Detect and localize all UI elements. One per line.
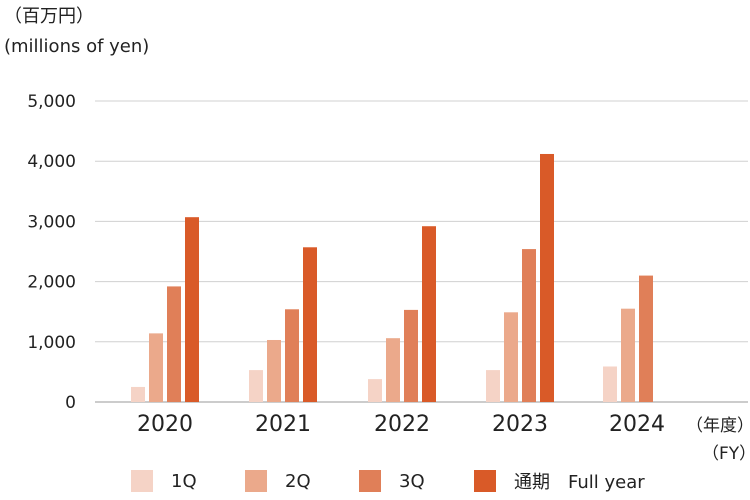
legend-label: 3Q [399,470,425,492]
legend-swatch [131,470,153,492]
y-tick-label: 0 [65,393,76,413]
legend-swatch [359,470,381,492]
x-tick-label: 2021 [255,412,311,437]
bar-2023-full-year [540,153,554,402]
bar-2024-1q [603,366,617,402]
bar-2022-3q [404,309,418,402]
legend-label: 通期 Full year [514,472,645,493]
bar-2020-3q [167,286,181,402]
x-tick-label: 2024 [609,412,665,437]
legend-label: 1Q [171,470,197,492]
bar-2023-3q [522,249,536,402]
bar-2021-2q [267,339,281,402]
bars [131,153,653,402]
bar-2022-full-year [422,226,436,402]
y-tick-label: 3,000 [27,212,76,232]
x-tick-label: 2023 [492,412,548,437]
unit-label-jp: （百万円） [4,6,94,27]
legend-item: 1Q [131,466,197,496]
y-axis-ticks: 0 1,000 2,000 3,000 4,000 5,000 [27,92,76,413]
legend-swatch [474,470,496,492]
bar-2022-1q [368,379,382,402]
bar-2020-full-year [185,217,199,402]
y-tick-label: 5,000 [27,92,76,112]
bar-2021-1q [249,370,263,402]
chart-legend: 1Q 2Q 3Q 通期 Full year [0,466,750,496]
x-tick-label: 2020 [137,412,193,437]
bar-2020-2q [149,333,163,402]
x-unit-jp: （年度） [686,416,750,436]
bar-2023-2q [504,312,518,402]
unit-label-en: (millions of yen) [4,36,150,57]
x-unit-en: （FY） [702,444,750,464]
bar-2021-full-year [303,247,317,402]
legend-item: 2Q [245,466,311,496]
bar-2024-2q [621,308,635,402]
y-tick-label: 4,000 [27,152,76,172]
legend-item: 3Q [359,466,425,496]
y-tick-label: 1,000 [27,333,76,353]
bar-2020-1q [131,386,145,402]
legend-swatch [245,470,267,492]
bar-2021-3q [285,309,299,402]
y-tick-label: 2,000 [27,273,76,293]
bar-2024-3q [639,275,653,402]
legend-label: 2Q [285,470,311,492]
x-axis-ticks: 2020 2021 2022 2023 2024 [137,412,665,437]
x-tick-label: 2022 [374,412,430,437]
legend-item: 通期 Full year [474,466,645,496]
bar-2023-1q [486,370,500,402]
bar-2022-2q [386,338,400,402]
